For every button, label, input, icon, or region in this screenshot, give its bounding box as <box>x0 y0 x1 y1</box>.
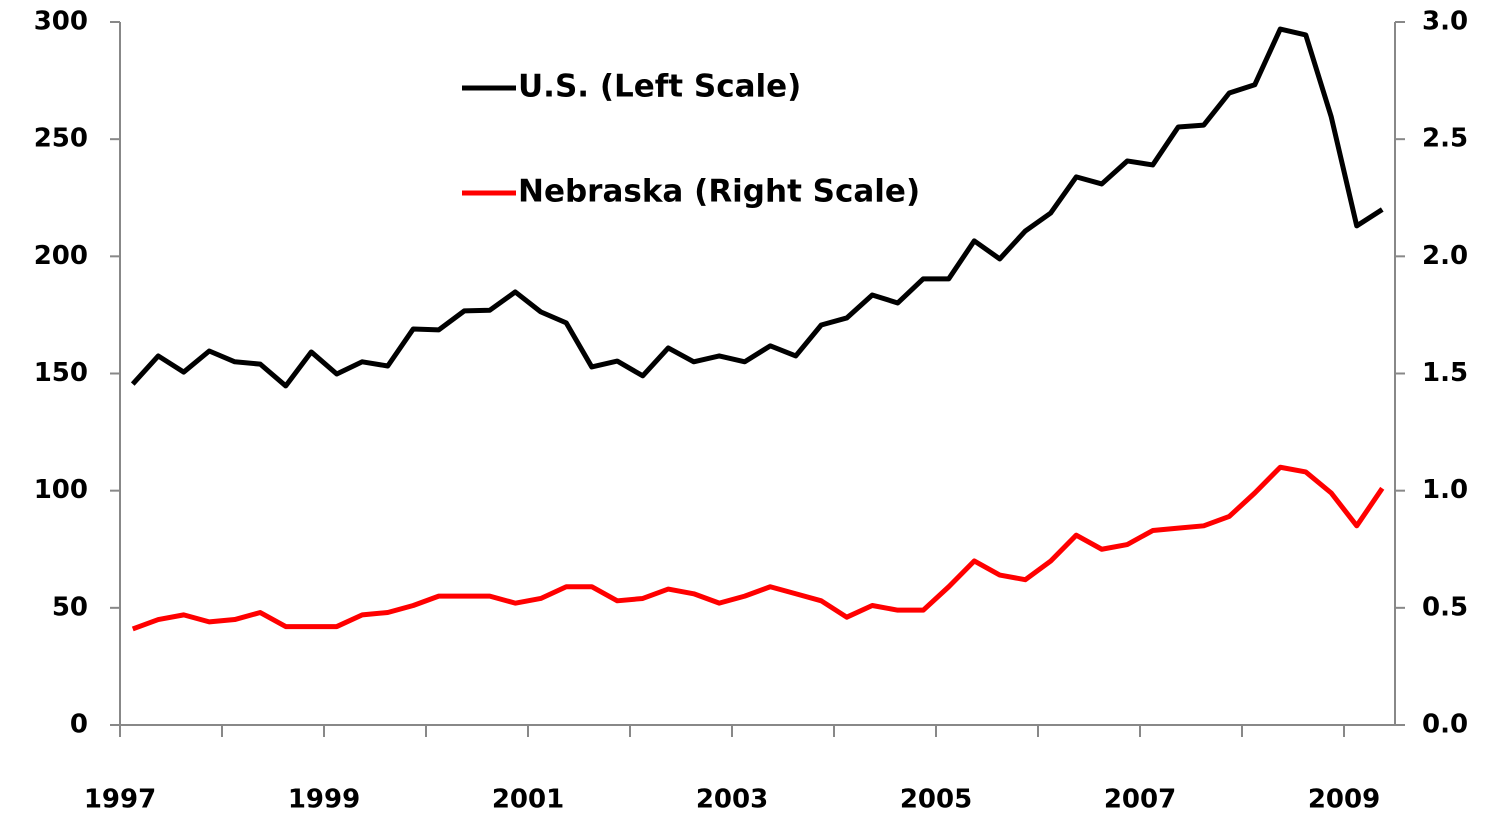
y2-tick-label: 2.5 <box>1422 124 1468 154</box>
y-tick-label: 50 <box>52 592 88 622</box>
series-line <box>130 26 1384 389</box>
y-tick-label: 250 <box>34 124 88 154</box>
y2-tick-label: 0.5 <box>1422 592 1468 622</box>
x-tick-label: 2003 <box>696 785 768 815</box>
legend-label: Nebraska (Right Scale) <box>518 174 920 210</box>
x-tick-label: 2001 <box>492 785 564 815</box>
y2-tick-label: 1.0 <box>1422 475 1468 505</box>
y-tick-label: 150 <box>34 358 88 388</box>
legend-label: U.S. (Left Scale) <box>518 69 801 105</box>
x-tick-label: 1999 <box>288 785 360 815</box>
y2-tick-label: 1.5 <box>1422 358 1468 388</box>
y-tick-label: 0 <box>70 710 88 740</box>
series-line <box>131 464 1385 632</box>
x-tick-label: 2007 <box>1104 785 1176 815</box>
y2-tick-label: 3.0 <box>1422 7 1468 37</box>
y-tick-label: 200 <box>34 241 88 271</box>
x-tick-label: 2005 <box>900 785 972 815</box>
y2-tick-label: 2.0 <box>1422 241 1468 271</box>
x-tick-label: 2009 <box>1308 785 1380 815</box>
y-tick-label: 300 <box>34 7 88 37</box>
y2-tick-label: 0.0 <box>1422 710 1468 740</box>
x-tick-label: 1997 <box>84 785 156 815</box>
y-tick-label: 100 <box>34 475 88 505</box>
